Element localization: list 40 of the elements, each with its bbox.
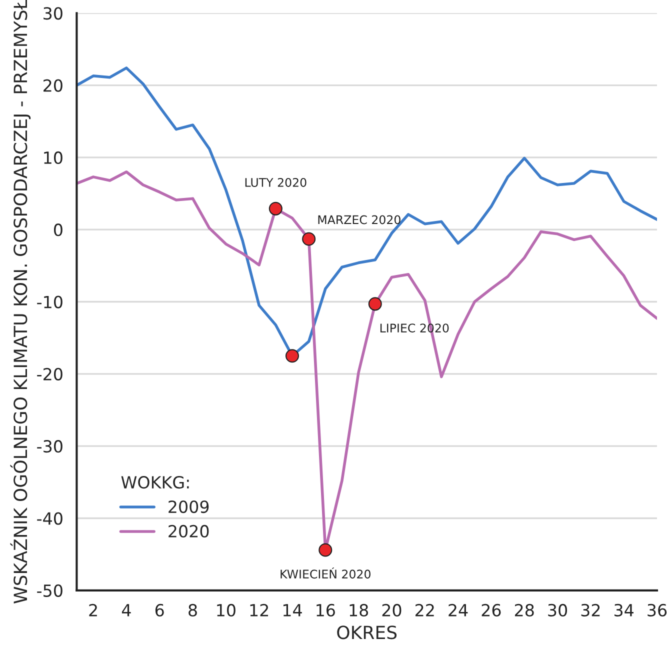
x-tick-label: 22	[415, 604, 434, 616]
y-tick-label: -50	[37, 584, 62, 597]
point	[318, 543, 332, 557]
y-tick-label: 10	[44, 151, 62, 164]
legend-label: 2020	[168, 524, 209, 538]
y-tick-label: 0	[54, 224, 62, 236]
y-tick-label: 20	[44, 79, 62, 92]
x-tick-label: 12	[250, 604, 268, 616]
x-tick-label: 2	[89, 604, 97, 616]
x-tick-label: 30	[548, 604, 568, 616]
y-tick-label: -10	[37, 296, 62, 308]
annotation: KWIECIEŃ 2020	[280, 567, 370, 579]
x-tick-label: 6	[155, 604, 164, 616]
x-tick-label: 10	[217, 604, 236, 616]
x-tick-label: 8	[188, 604, 197, 616]
x-tick-label: 24	[448, 604, 468, 616]
x-tick-label: 36	[648, 604, 667, 616]
x-tick-label: 16	[316, 604, 335, 616]
x-axis-title: OKRES	[337, 626, 397, 640]
y-tick-label: -20	[37, 368, 62, 380]
y-axis-title: WSKAŹNIK OGÓLNEGO KLIMATU KON. GOSPODARCZEJ - PRZEMYSŁ	[10, 0, 31, 604]
point	[368, 297, 382, 311]
annotation: LUTY 2020	[245, 178, 306, 187]
point	[302, 232, 316, 246]
x-tick-label: 28	[514, 604, 534, 616]
x-tick-label: 34	[614, 604, 634, 616]
x-tick-label: 14	[283, 604, 302, 616]
y-tick-label: -30	[37, 440, 62, 453]
point	[285, 349, 300, 363]
legend-title: WOKKG:	[121, 476, 189, 489]
x-tick-label: 18	[350, 604, 368, 616]
x-tick-label: 32	[581, 604, 600, 616]
x-tick-label: 4	[122, 604, 131, 616]
x-tick-label: 26	[482, 604, 501, 616]
point	[268, 202, 282, 216]
y-tick-label: 30	[44, 7, 62, 20]
annotation: MARZEC 2020	[318, 215, 400, 224]
y-tick-label: -40	[37, 512, 62, 525]
x-tick-label: 20	[382, 604, 402, 616]
legend-label: 2009	[168, 500, 209, 514]
